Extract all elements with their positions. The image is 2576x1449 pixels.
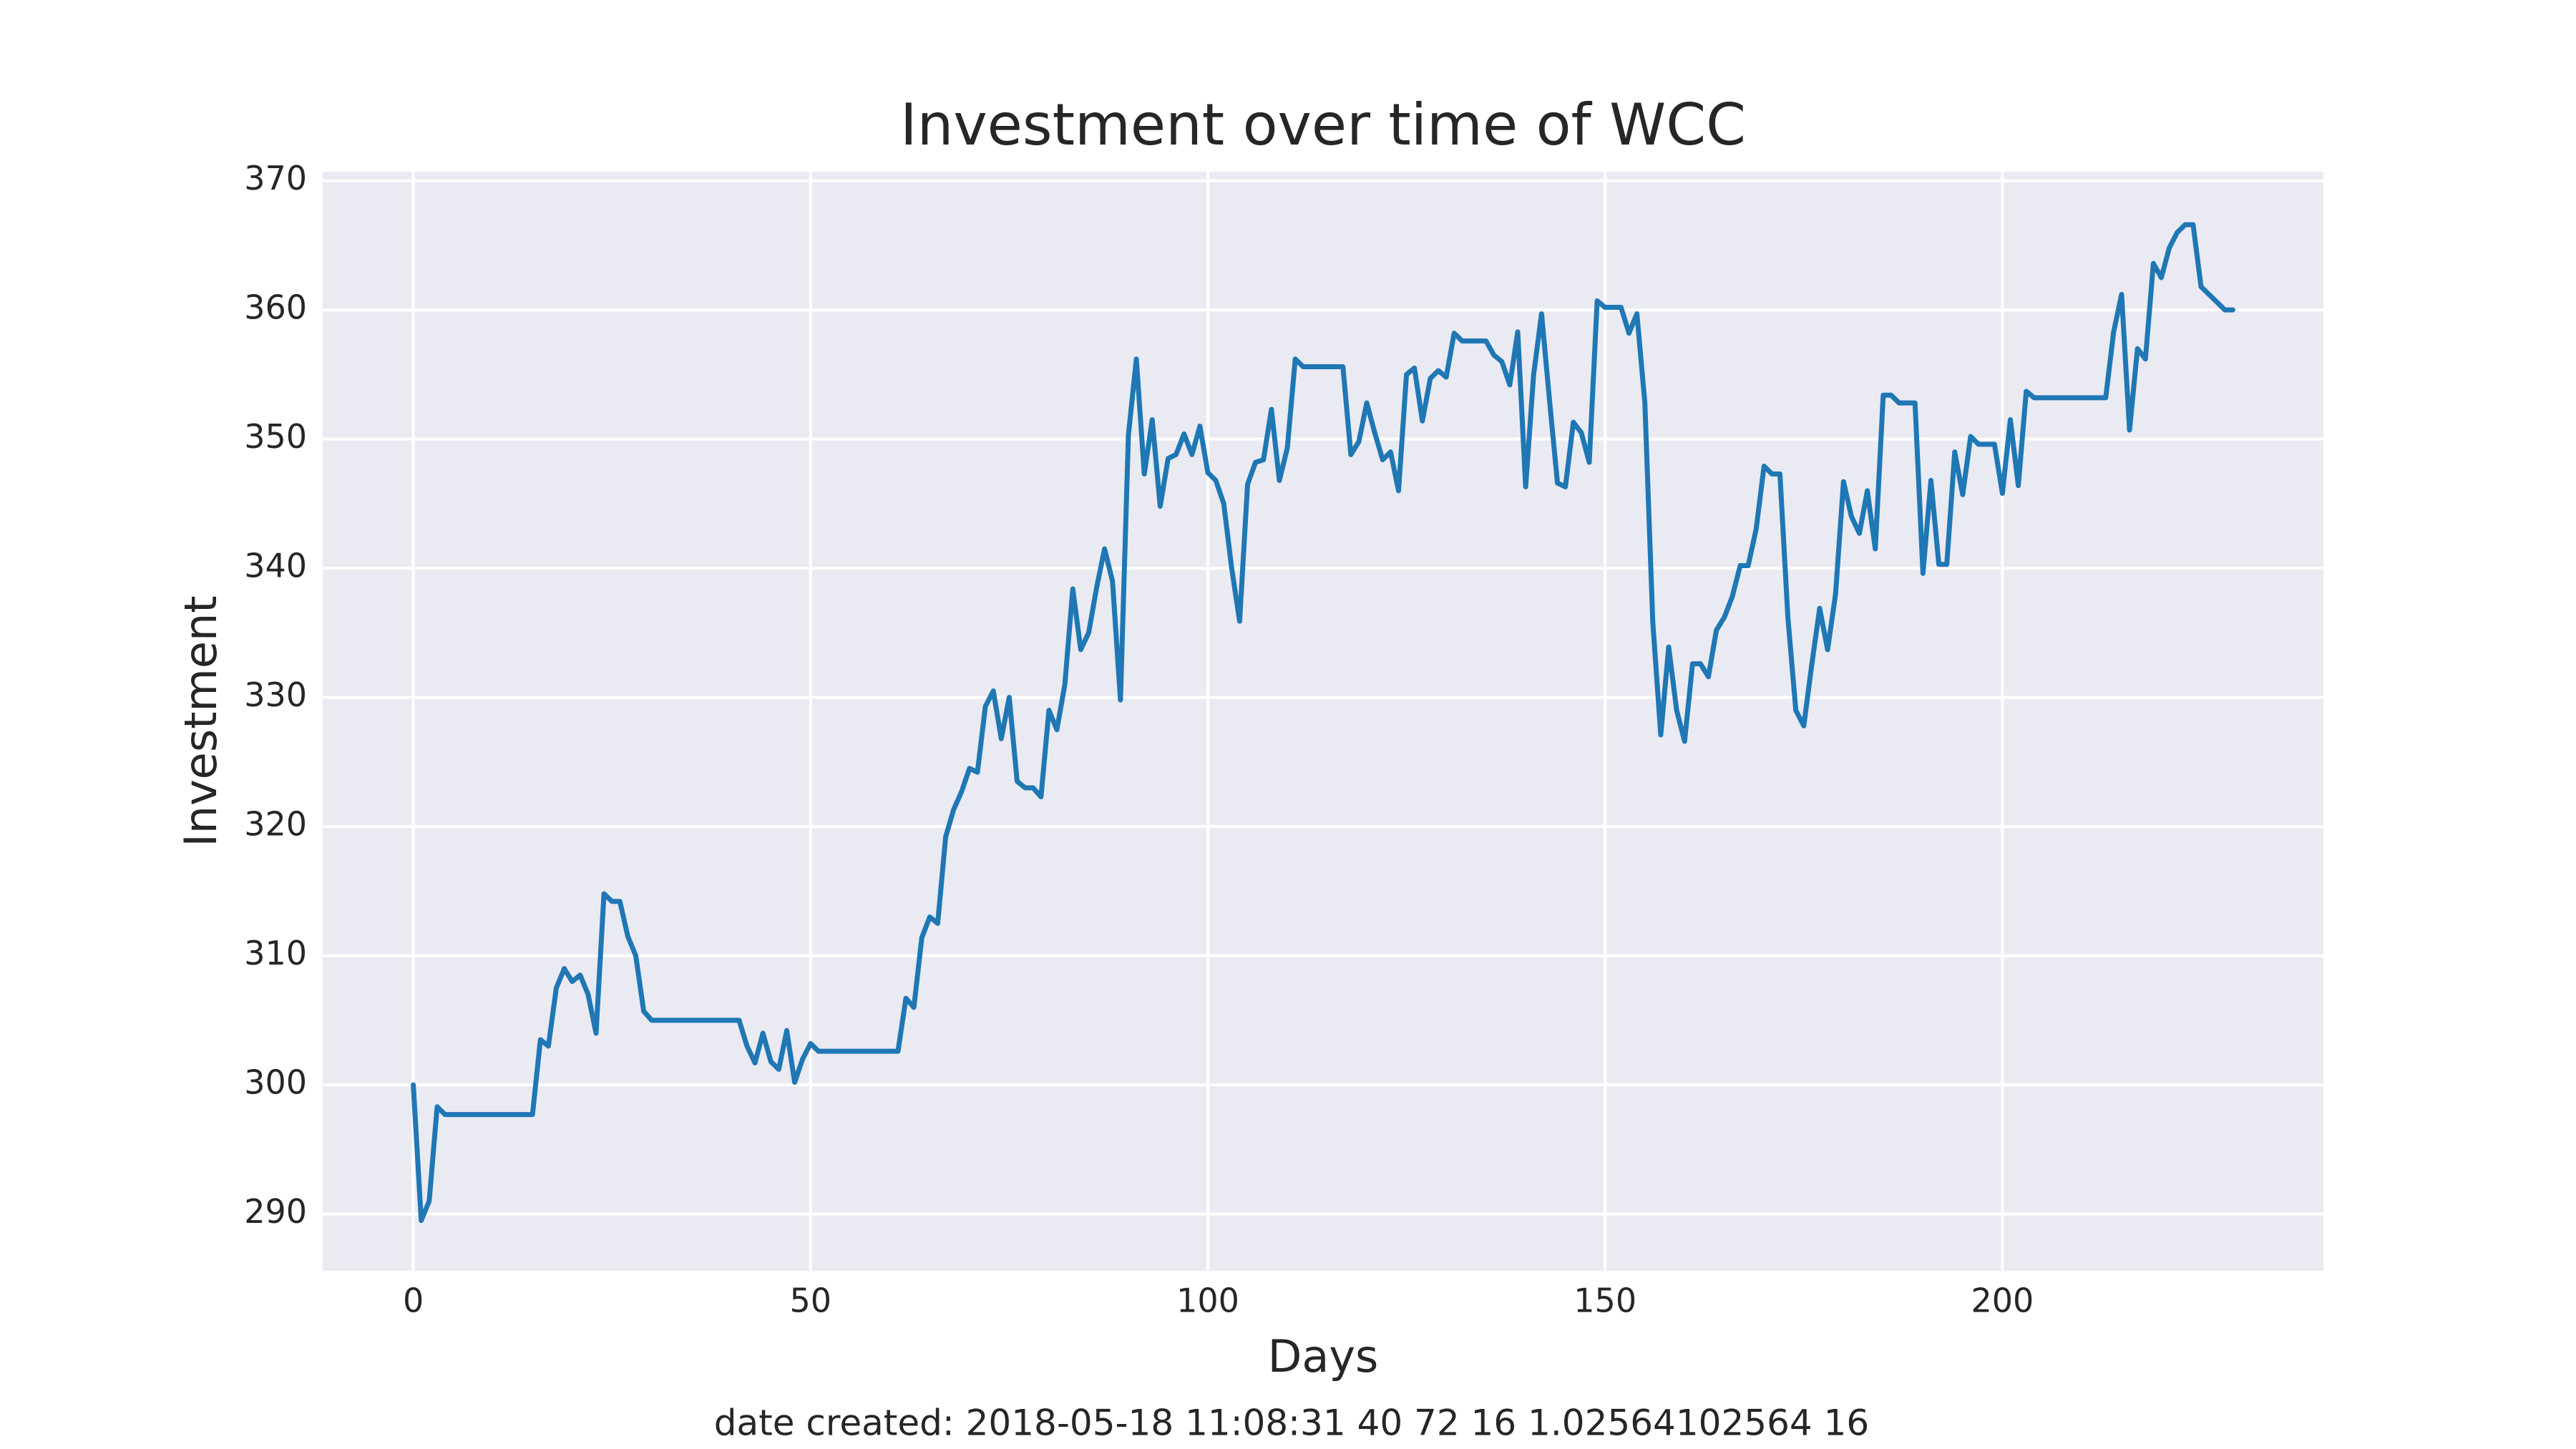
x-tick-label: 50 [790, 1282, 832, 1320]
y-tick-label: 310 [244, 934, 307, 972]
x-tick-label: 150 [1574, 1282, 1636, 1320]
x-axis-label: Days [1268, 1330, 1379, 1382]
x-tick-label: 100 [1176, 1282, 1239, 1320]
footer-note: date created: 2018-05-18 11:08:31 40 72 … [714, 1402, 1869, 1444]
grid [323, 172, 2323, 1271]
x-tick-label: 0 [403, 1282, 424, 1320]
y-tick-label: 360 [244, 288, 307, 327]
y-tick-label: 290 [244, 1192, 307, 1231]
plot-area [323, 172, 2323, 1271]
y-tick-label: 350 [244, 417, 307, 456]
y-tick-label: 330 [244, 675, 307, 714]
data-line [411, 222, 2235, 1224]
chart-title: Investment over time of WCC [900, 92, 1746, 158]
y-tick-label: 300 [244, 1063, 307, 1102]
x-tick-label: 200 [1971, 1282, 2034, 1320]
y-axis-label: Investment [175, 595, 227, 847]
marks [411, 222, 2235, 1224]
y-tick-label: 340 [244, 547, 307, 585]
y-tick-label: 370 [244, 159, 307, 197]
y-tick-label: 320 [244, 805, 307, 844]
